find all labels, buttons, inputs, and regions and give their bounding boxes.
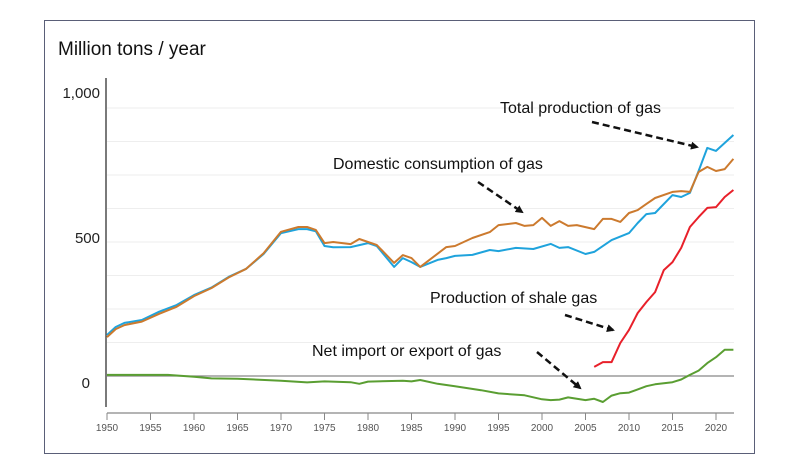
annotation-arrow [536, 351, 582, 390]
x-tick-label: 1965 [226, 423, 249, 434]
chart-title: Million tons / year [58, 39, 207, 60]
x-tick-label: 1970 [270, 423, 293, 434]
axes [105, 78, 734, 420]
x-tick-label: 1990 [444, 423, 467, 434]
x-tick-label: 1950 [96, 423, 119, 434]
annotation-total-production: Total production of gas [500, 100, 661, 117]
annotation-shale-gas: Production of shale gas [430, 290, 597, 307]
series-lines [106, 134, 735, 403]
x-tick-label: 1955 [139, 423, 162, 434]
x-tick-label: 1985 [400, 423, 423, 434]
x-tick-label: 2000 [531, 423, 554, 434]
x-tick-labels: 1950 1955 1960 1965 1970 1975 1980 1985 1990 1995… [96, 423, 728, 434]
annotation-arrow [564, 313, 615, 333]
gridlines [107, 107, 734, 343]
y-tick-label-500: 500 [75, 230, 100, 247]
x-tick-label: 2005 [574, 423, 597, 434]
annotation-domestic-consumption: Domestic consumption of gas [333, 156, 543, 173]
x-tick-label: 1960 [183, 423, 206, 434]
chart-frame [44, 20, 755, 454]
y-tick-label-0: 0 [82, 375, 90, 392]
x-tick-label: 1980 [357, 423, 380, 434]
annotation-net-import-export: Net import or export of gas [312, 343, 501, 360]
annotations: Total production of gas Domestic consump… [312, 100, 661, 360]
series-line-1 [106, 158, 735, 338]
y-tick-label-1000: 1,000 [62, 85, 100, 102]
x-tick-label: 1995 [487, 423, 510, 434]
annotation-arrows [477, 120, 699, 390]
x-tick-label: 2010 [618, 423, 641, 434]
x-tick-label: 2015 [661, 423, 684, 434]
series-line-2 [593, 189, 735, 368]
annotation-arrow [591, 120, 699, 150]
series-line-3 [107, 348, 734, 403]
x-tick-label: 1975 [313, 423, 336, 434]
x-tick-label: 2020 [705, 423, 728, 434]
y-tick-labels: 1,000 500 0 [62, 85, 100, 392]
annotation-arrow [477, 180, 524, 214]
